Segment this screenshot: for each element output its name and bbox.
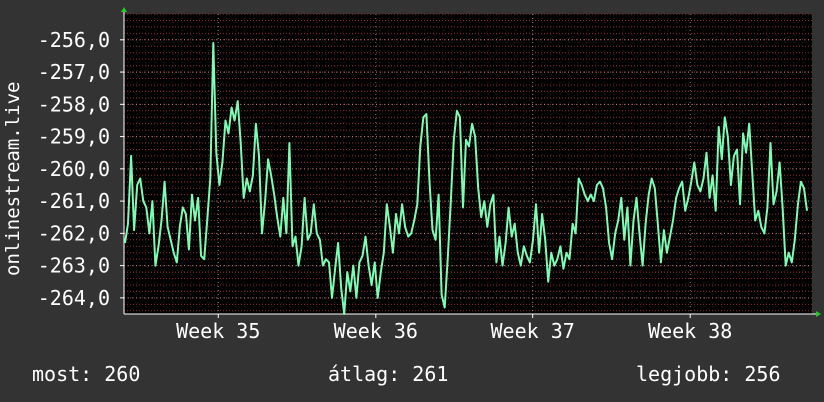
axes [120,7,821,318]
y-tick-label: -257,0 [38,60,110,84]
y-tick-label: -264,0 [38,286,110,310]
current-value: 260 [104,362,141,386]
plot-area [124,14,812,314]
x-tick-label: Week 38 [648,319,732,343]
y-axis-label: onlinestream.live [2,81,24,276]
y-tick-label: -259,0 [38,125,110,149]
best-label: legjobb: [636,362,733,386]
best-value: 256 [744,362,781,386]
best-stat: legjobb: 256 [636,362,781,386]
current-label: most: [32,362,93,386]
average-value: 261 [412,362,449,386]
y-tick-label: -261,0 [38,189,110,213]
y-tick-label: -263,0 [38,254,110,278]
x-tick-label: Week 37 [491,319,575,343]
y-axis-arrow-icon [121,7,127,12]
y-tick-label: -258,0 [38,92,110,116]
series [124,42,808,315]
y-tick-label: -262,0 [38,221,110,245]
tick-labels: -256,0 -257,0 -258,0 -259,0 -260,0 -261,0 -262… [38,28,733,343]
series-line [124,42,808,315]
x-tick-label: Week 36 [334,319,418,343]
y-tick-label: -260,0 [38,157,110,181]
current-stat: most: 260 [32,362,140,386]
y-tick-label: -256,0 [38,28,110,52]
average-label: átlag: [328,362,401,386]
average-stat: átlag: 261 [328,362,448,386]
x-tick-label: Week 35 [176,319,260,343]
x-axis-arrow-icon [816,311,821,317]
